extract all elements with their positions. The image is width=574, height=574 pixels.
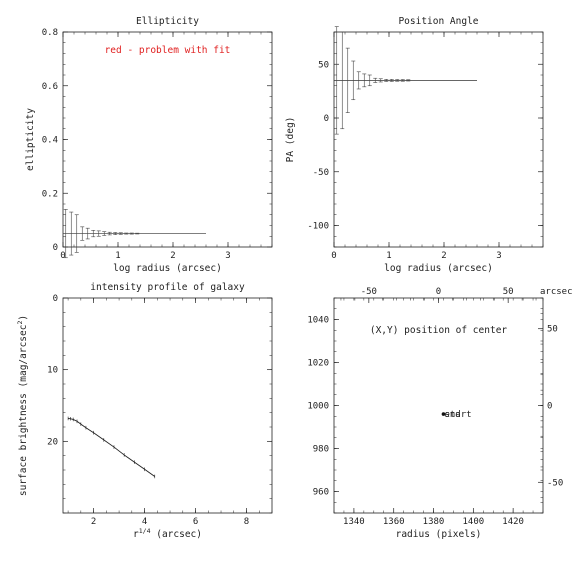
profile-line	[68, 417, 156, 477]
y-tick-label: 0	[53, 243, 58, 253]
x-tick-label: 3	[496, 251, 501, 261]
x-tick-label: 0	[331, 251, 336, 261]
y-label-superscript: 2	[16, 321, 24, 325]
right-tick-label: -50	[547, 478, 563, 488]
x-tick-label: 1	[115, 251, 120, 261]
y-tick-label: 20	[47, 437, 58, 447]
y-tick-label: 980	[313, 445, 329, 455]
position-angle-x-label: log radius (arcsec)	[384, 263, 493, 274]
position-angle-panel: Position Angle log radius (arcsec) PA (d…	[285, 16, 544, 274]
y-tick-label: 960	[313, 488, 329, 498]
intensity-profile-panel: intensity profile of galaxy r1/4 (arcsec…	[16, 282, 273, 540]
x-tick-label: 2	[441, 251, 446, 261]
intensity-profile-title: intensity profile of galaxy	[90, 282, 245, 293]
position-angle-frame	[333, 31, 544, 248]
intensity-profile-ticks: 2 4 6 8 0 10 20	[47, 294, 273, 527]
x-tick-label: 6	[193, 517, 198, 527]
center-point	[441, 412, 446, 416]
top-tick-label: 50	[503, 287, 514, 297]
position-angle-marks	[334, 26, 477, 135]
y-label-base: surface brightness (mag/arcsec	[18, 325, 29, 497]
x-label-base: r	[133, 529, 139, 540]
x-tick-label: 1	[386, 251, 391, 261]
x-tick-label: 1420	[502, 517, 524, 527]
top-tick-label: -50	[361, 287, 377, 297]
x-tick-label: 1360	[383, 517, 405, 527]
intensity-profile-y-label: surface brightness (mag/arcsec2)	[16, 315, 29, 496]
ellipticity-ticks: 0 1 2 3 0 0.2 0.4 0.6 0.8	[42, 28, 273, 261]
x-tick-label: 2	[91, 517, 96, 527]
ellipticity-marks	[63, 209, 206, 259]
y-tick-label: -50	[313, 168, 329, 178]
center-position-ticks: 1340 1360 1380 1400 1420 960 980 1000 1020 1040 -5…	[307, 287, 563, 527]
right-tick-label: 50	[547, 325, 558, 335]
ellipticity-annotation: red - problem with fit	[105, 45, 231, 56]
ellipticity-frame	[62, 31, 273, 248]
x-tick-label: 1400	[462, 517, 484, 527]
position-angle-ticks: 0 1 2 3 -100 -50 0 50	[307, 31, 544, 261]
x-tick-label: 0	[60, 251, 65, 261]
position-angle-y-label: PA (deg)	[285, 117, 296, 163]
y-tick-label: 50	[318, 60, 329, 70]
ellipticity-title: Ellipticity	[136, 16, 199, 27]
start-label: start	[444, 410, 471, 420]
y-tick-label: 1040	[307, 316, 329, 326]
top-tick-label: 0	[436, 287, 441, 297]
center-position-title: (X,Y) position of center	[370, 325, 508, 336]
ellipticity-panel: Ellipticity red - problem with fit log r…	[25, 16, 273, 274]
x-tick-label: 1340	[343, 517, 365, 527]
intensity-profile-x-label: r1/4 (arcsec)	[133, 527, 202, 540]
right-tick-label: 0	[547, 402, 552, 412]
x-label-units: (arcsec)	[151, 529, 202, 540]
x-tick-label: 3	[225, 251, 230, 261]
end-label: end	[444, 410, 460, 420]
y-tick-label: 10	[47, 366, 58, 376]
center-position-x-label: radius (pixels)	[396, 529, 482, 540]
x-label-superscript: 1/4	[139, 527, 151, 535]
y-tick-label: -100	[307, 222, 329, 232]
y-tick-label: 0	[53, 294, 58, 304]
x-tick-label: 2	[170, 251, 175, 261]
y-tick-label: 1020	[307, 359, 329, 369]
position-angle-title: Position Angle	[398, 16, 478, 27]
center-position-top-axis-label: arcsec	[540, 287, 573, 297]
y-tick-label: 0.8	[42, 28, 58, 38]
y-tick-label: 0	[324, 114, 329, 124]
ellipticity-y-label: ellipticity	[25, 108, 36, 171]
center-position-panel: (X,Y) position of center radius (pixels)…	[307, 287, 572, 540]
y-tick-label: 0.4	[42, 136, 58, 146]
x-tick-label: 4	[142, 517, 147, 527]
y-tick-label: 0.6	[42, 82, 58, 92]
ellipticity-x-label: log radius (arcsec)	[113, 263, 222, 274]
y-label-close: )	[18, 315, 29, 321]
intensity-profile-frame	[62, 297, 273, 514]
x-tick-label: 8	[244, 517, 249, 527]
x-tick-label: 1380	[423, 517, 445, 527]
y-tick-label: 1000	[307, 402, 329, 412]
intensity-profile-marks	[67, 416, 156, 479]
y-tick-label: 0.2	[42, 189, 58, 199]
